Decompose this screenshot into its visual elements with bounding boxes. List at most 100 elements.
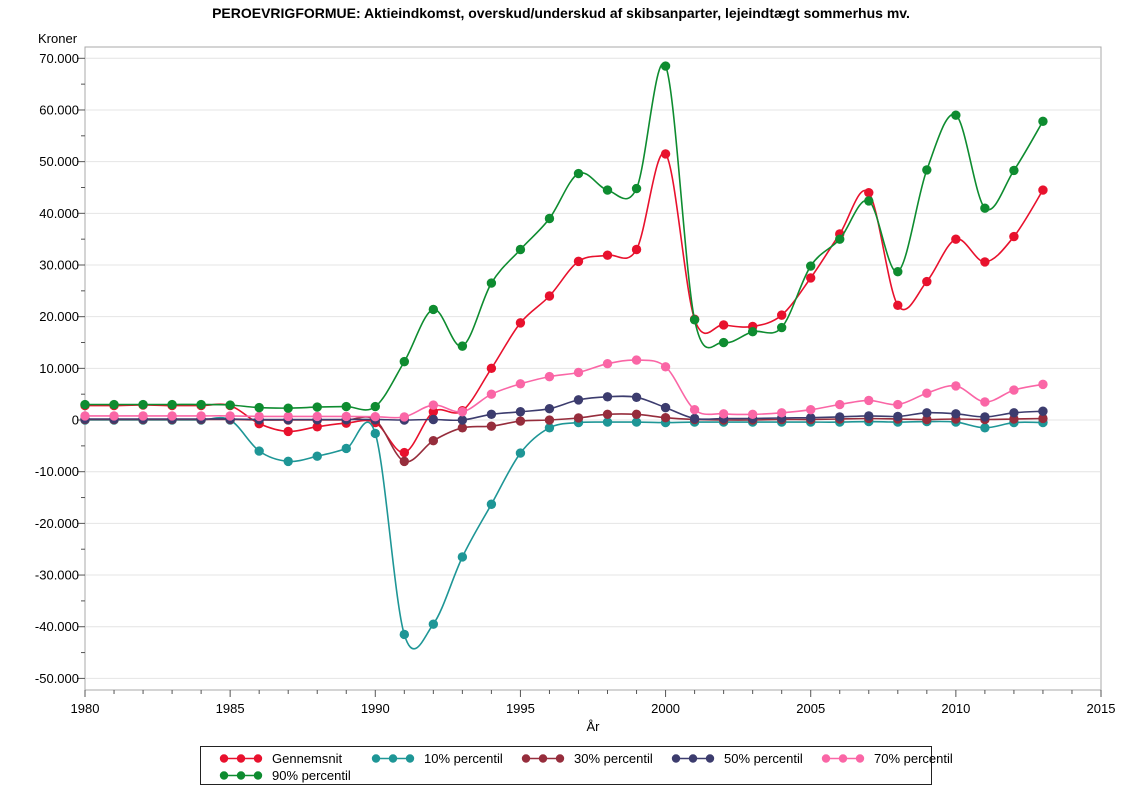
data-point (980, 257, 990, 267)
data-point (167, 399, 177, 410)
data-point (283, 411, 293, 422)
data-point (718, 337, 729, 348)
data-point (515, 407, 526, 417)
data-point (776, 310, 787, 320)
data-point (864, 411, 874, 421)
data-point (631, 392, 642, 402)
data-point (515, 244, 526, 255)
data-point (544, 423, 555, 433)
y-tick-label: 70.000 (39, 51, 79, 66)
data-point (283, 456, 293, 467)
data-point (660, 149, 671, 159)
x-tick-label: 1980 (71, 701, 100, 716)
data-point (457, 423, 468, 433)
data-point (980, 203, 990, 213)
data-point (544, 213, 555, 224)
series-10-percentil (80, 415, 1048, 650)
data-point (399, 447, 410, 458)
data-point (544, 403, 555, 414)
data-point (718, 409, 729, 419)
data-point (254, 411, 264, 422)
data-point (109, 399, 119, 410)
data-point (196, 399, 206, 410)
legend-item-50-percentil: 50% percentil (670, 751, 803, 766)
legend-label: Gennemsnit (272, 751, 343, 766)
data-point (893, 399, 903, 410)
data-point (312, 402, 322, 412)
data-point (312, 422, 322, 432)
data-point (399, 629, 410, 640)
y-tick-label: -20.000 (35, 516, 79, 531)
y-tick-label: 60.000 (39, 102, 79, 117)
data-point (486, 278, 497, 288)
data-point (544, 291, 555, 301)
data-point (573, 395, 584, 405)
gridlines (86, 57, 1100, 679)
series-line (85, 62, 1044, 411)
data-point (457, 415, 468, 425)
data-point (718, 320, 729, 330)
data-point (370, 411, 380, 422)
data-point (573, 367, 584, 378)
data-point (631, 355, 642, 365)
data-point (457, 552, 468, 562)
data-point (341, 443, 351, 454)
data-point (980, 397, 990, 407)
data-point (1038, 379, 1048, 390)
data-point (747, 326, 758, 337)
data-point (1038, 406, 1048, 416)
data-point (602, 185, 613, 195)
x-tick-label: 1990 (361, 701, 390, 716)
data-point (806, 404, 816, 415)
x-tick-label: 1985 (216, 701, 245, 716)
data-point (776, 408, 787, 418)
data-point (951, 381, 961, 391)
data-point (951, 409, 961, 419)
legend-marker-icon (521, 754, 565, 763)
x-axis-title: År (586, 719, 600, 734)
data-point (1038, 185, 1048, 195)
data-point (893, 267, 903, 277)
data-point (428, 304, 439, 315)
data-point (922, 165, 932, 175)
x-tick-label: 2005 (796, 701, 825, 716)
data-point (1009, 165, 1019, 176)
data-point (951, 234, 961, 244)
data-point (631, 417, 642, 427)
data-point (631, 183, 642, 194)
data-point (689, 413, 700, 424)
y-tick-label: 0 (72, 413, 79, 428)
data-point (980, 412, 990, 422)
y-tick-label: -40.000 (35, 619, 79, 634)
data-point (109, 411, 119, 421)
data-point (864, 395, 874, 406)
data-point (573, 413, 584, 423)
data-point (515, 448, 526, 458)
data-point (980, 423, 990, 433)
data-point (747, 409, 758, 420)
data-point (486, 409, 497, 420)
y-tick-label: 50.000 (39, 154, 79, 169)
data-point (631, 409, 642, 420)
data-point (283, 403, 293, 413)
data-point (515, 379, 526, 389)
data-point (864, 187, 874, 198)
data-point (689, 404, 700, 415)
data-point (457, 407, 468, 417)
x-tick-label: 1995 (506, 701, 535, 716)
legend-item-10-percentil: 10% percentil (370, 751, 503, 766)
data-point (225, 400, 235, 410)
data-point (80, 399, 90, 410)
data-point (922, 276, 932, 287)
y-tick-label: -30.000 (35, 568, 79, 583)
x-tick-label: 2000 (651, 701, 680, 716)
y-tick-label: 10.000 (39, 361, 79, 376)
data-point (486, 499, 497, 509)
data-point (631, 244, 642, 255)
data-point (660, 402, 671, 413)
data-point (1038, 116, 1048, 127)
data-point (428, 619, 439, 629)
data-point (225, 411, 235, 421)
series-line (85, 359, 1044, 419)
